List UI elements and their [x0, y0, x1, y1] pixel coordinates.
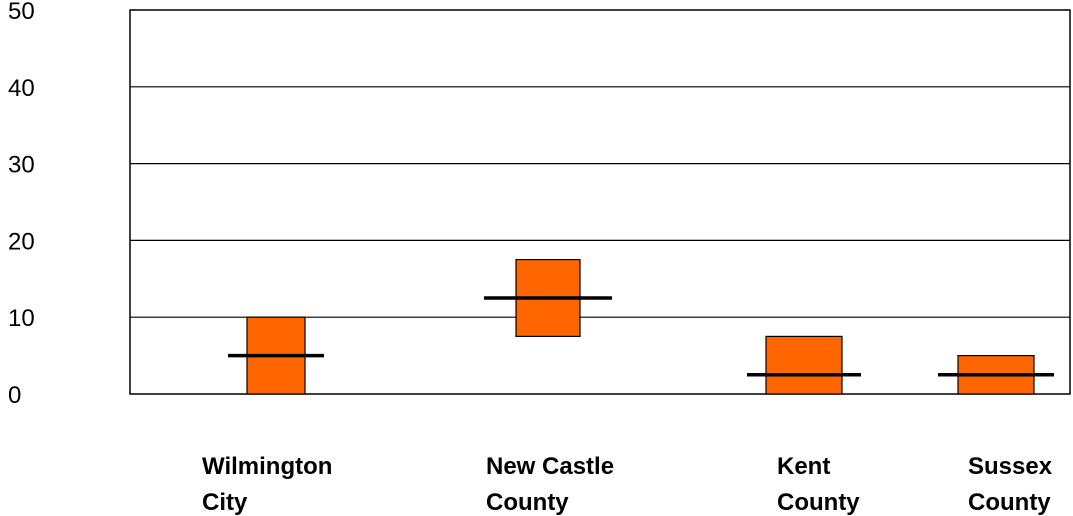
markers-layer — [228, 296, 1054, 377]
y-tick-label: 0 — [8, 382, 21, 409]
x-category-label: New Castle — [486, 453, 614, 480]
x-category-label: City — [202, 489, 248, 516]
y-tick-label: 20 — [8, 228, 35, 255]
x-category-label: County — [968, 489, 1051, 516]
grid-layer — [130, 86, 1070, 318]
x-category-label: Wilmington — [202, 453, 332, 480]
x-axis-categories: Wilmington City New Castle County Kent County… — [202, 453, 1053, 516]
x-category-label: County — [486, 489, 569, 516]
x-category-label: County — [777, 489, 860, 516]
x-category-label: Sussex — [968, 453, 1053, 480]
bar — [765, 335, 843, 395]
y-axis-ticks: 0 10 20 30 40 50 — [8, 0, 35, 409]
y-tick-label: 30 — [8, 152, 35, 179]
x-category-label: Kent — [777, 453, 830, 480]
bars-layer — [246, 259, 1035, 395]
y-tick-label: 50 — [8, 0, 35, 25]
plot-area — [129, 9, 1071, 395]
y-tick-label: 40 — [8, 75, 35, 102]
y-tick-label: 10 — [8, 305, 35, 332]
